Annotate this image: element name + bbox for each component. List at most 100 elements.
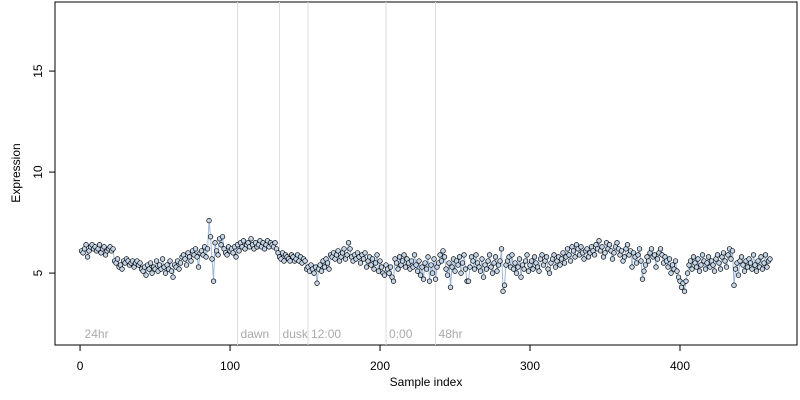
point xyxy=(311,270,317,276)
point xyxy=(551,252,557,258)
point xyxy=(230,250,236,256)
point xyxy=(498,246,505,252)
point xyxy=(758,254,764,260)
point xyxy=(572,254,578,260)
series-line xyxy=(81,220,771,292)
point xyxy=(609,256,616,262)
point xyxy=(381,272,388,278)
point xyxy=(209,256,215,262)
point xyxy=(602,250,608,256)
point xyxy=(611,250,617,256)
point xyxy=(480,274,487,280)
point xyxy=(341,246,347,252)
point xyxy=(762,252,769,258)
point xyxy=(714,252,721,258)
point xyxy=(477,268,484,274)
point xyxy=(224,252,230,258)
point xyxy=(518,274,524,280)
point xyxy=(204,246,211,252)
point xyxy=(674,268,680,274)
y-axis-label: Expression xyxy=(9,143,23,202)
point xyxy=(207,234,214,240)
point xyxy=(500,288,506,294)
point xyxy=(639,276,646,282)
point xyxy=(422,260,428,266)
point xyxy=(761,260,767,266)
point xyxy=(203,254,209,260)
point xyxy=(195,264,202,270)
point xyxy=(314,280,320,286)
point xyxy=(738,254,745,260)
point xyxy=(395,266,401,272)
point xyxy=(218,242,224,248)
point xyxy=(432,276,439,282)
point xyxy=(147,260,154,266)
point xyxy=(167,258,173,264)
point xyxy=(375,268,382,274)
point xyxy=(287,258,293,264)
point xyxy=(425,254,431,260)
point xyxy=(729,248,736,254)
point xyxy=(488,264,494,270)
point xyxy=(83,242,89,248)
y-tick-label: 10 xyxy=(31,165,45,179)
point xyxy=(629,264,635,270)
point xyxy=(461,252,467,258)
point xyxy=(665,264,671,270)
point xyxy=(591,252,598,258)
point xyxy=(369,256,376,262)
point xyxy=(561,260,568,266)
point xyxy=(683,278,689,284)
point xyxy=(465,278,472,284)
point xyxy=(681,288,688,294)
point xyxy=(560,250,566,256)
point xyxy=(515,264,521,270)
point xyxy=(363,264,370,270)
point xyxy=(621,254,628,260)
point xyxy=(657,246,664,252)
point xyxy=(210,278,217,284)
point xyxy=(614,240,620,246)
point xyxy=(470,258,476,264)
point xyxy=(483,266,490,272)
point xyxy=(654,256,661,262)
point xyxy=(374,252,380,258)
point xyxy=(347,246,353,252)
x-tick-label: 0 xyxy=(77,359,84,373)
point xyxy=(716,260,722,266)
point xyxy=(479,256,485,262)
point xyxy=(596,238,602,244)
point xyxy=(530,266,536,272)
point xyxy=(570,248,577,254)
point xyxy=(494,268,500,274)
point xyxy=(599,244,605,250)
point xyxy=(377,258,383,264)
point xyxy=(467,264,473,270)
point xyxy=(420,276,427,282)
point xyxy=(137,260,143,266)
point xyxy=(696,268,703,274)
point xyxy=(528,258,535,264)
point xyxy=(438,258,445,264)
point xyxy=(764,264,770,270)
point xyxy=(728,256,734,262)
point xyxy=(390,278,397,284)
point xyxy=(417,272,424,278)
point xyxy=(489,270,496,276)
point xyxy=(753,268,760,274)
point xyxy=(215,252,221,258)
point xyxy=(143,272,149,278)
point xyxy=(119,266,125,272)
point xyxy=(386,270,392,276)
point xyxy=(149,270,155,276)
point xyxy=(96,242,103,248)
point xyxy=(458,270,464,276)
x-tick-label: 300 xyxy=(520,359,540,373)
point xyxy=(414,268,421,274)
point xyxy=(360,256,367,262)
point xyxy=(723,264,730,270)
x-tick-label: 100 xyxy=(220,359,240,373)
point xyxy=(183,262,190,268)
point xyxy=(744,264,751,270)
point xyxy=(194,254,200,260)
